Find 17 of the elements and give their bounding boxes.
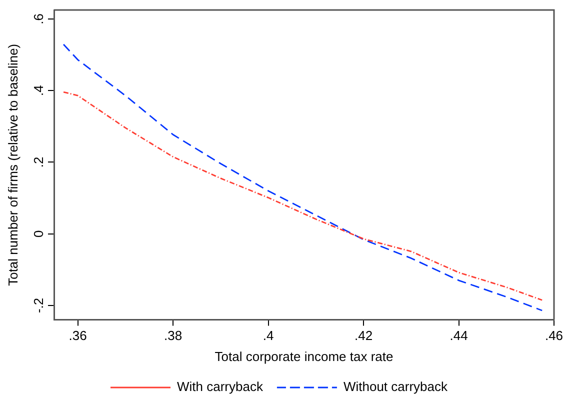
- y-tick-label: -.2: [31, 298, 46, 314]
- x-tick-label: .44: [450, 328, 468, 344]
- legend-label: With carryback: [177, 379, 264, 394]
- x-axis-title: Total corporate income tax rate: [214, 348, 394, 364]
- x-tick-label: .38: [164, 328, 182, 344]
- y-tick-label: .2: [31, 156, 46, 168]
- x-tick-label: .36: [68, 328, 87, 344]
- y-tick-label: 0: [31, 230, 46, 238]
- x-tick-label: .46: [544, 328, 564, 344]
- line-series: [62, 91, 543, 301]
- legend-label: Without carryback: [343, 379, 448, 394]
- y-axis-title: Total number of firms (relative to baseline): [5, 44, 20, 286]
- x-tick-label: .4: [262, 328, 274, 344]
- line-series: [62, 44, 543, 312]
- y-tick-label: .6: [31, 14, 46, 24]
- x-tick-label: .42: [354, 328, 373, 344]
- y-tick-label: .4: [31, 85, 46, 96]
